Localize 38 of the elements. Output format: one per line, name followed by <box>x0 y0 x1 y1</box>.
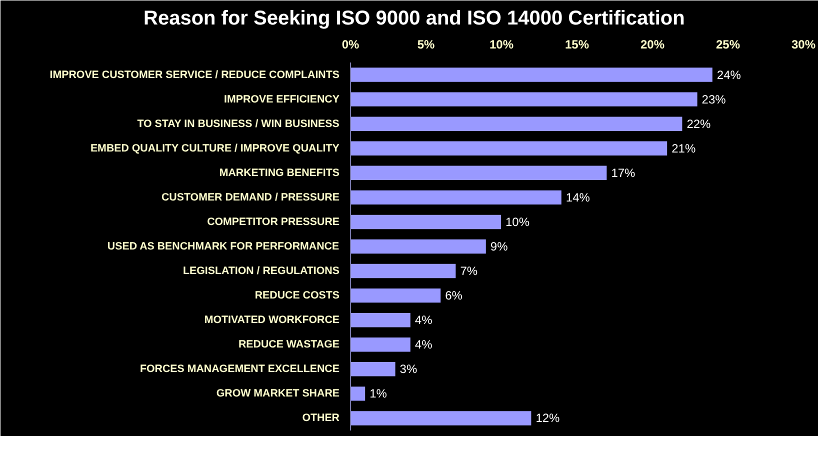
data-label: 1% <box>370 386 388 401</box>
y-tick-label: FORCES MANAGEMENT EXCELLENCE <box>140 363 340 376</box>
y-tick-label: EMBED QUALITY CULTURE / IMPROVE QUALITY <box>90 142 340 154</box>
y-tick-label: LEGISLATION / REGULATIONS <box>183 265 340 278</box>
data-label: 9% <box>490 240 508 254</box>
data-label: 4% <box>414 313 433 328</box>
y-tick-label: MARKETING BENEFITS <box>219 166 340 179</box>
data-label: 7% <box>460 264 478 278</box>
x-tick-label: 30% <box>791 38 816 52</box>
data-label: 22% <box>686 116 712 131</box>
x-tick-label: 20% <box>640 38 665 52</box>
data-label: 6% <box>445 288 463 303</box>
data-label: 17% <box>611 166 636 180</box>
data-label: 24% <box>716 68 742 82</box>
y-tick-label: REDUCE WASTAGE <box>238 338 340 351</box>
data-label: 21% <box>672 141 696 156</box>
y-tick-label: GROW MARKET SHARE <box>216 388 340 400</box>
x-tick-label: 0% <box>342 38 360 52</box>
data-label: 3% <box>400 362 418 376</box>
x-tick-label: 25% <box>716 38 740 52</box>
x-tick-label: 10% <box>489 38 514 52</box>
data-label: 14% <box>566 190 590 204</box>
x-tick-label: 5% <box>417 38 435 52</box>
x-tick-label: 15% <box>564 38 590 52</box>
y-tick-label: TO STAY IN BUSINESS / WIN BUSINESS <box>137 118 340 130</box>
y-tick-label: OTHER <box>302 412 340 424</box>
y-tick-label: IMPROVE CUSTOMER SERVICE / REDUCE COMPLAINTS <box>50 68 340 81</box>
y-tick-label: CUSTOMER DEMAND / PRESSURE <box>161 191 340 204</box>
data-label: 10% <box>506 214 530 229</box>
chart-title: Reason for Seeking ISO 9000 and ISO 14000 Certification <box>144 8 685 30</box>
y-tick-label: MOTIVATED WORKFORCE <box>204 314 340 326</box>
data-label: 23% <box>702 92 726 106</box>
data-label: 4% <box>414 338 433 352</box>
y-tick-label: REDUCE COSTS <box>254 290 340 302</box>
data-label: 12% <box>536 411 560 426</box>
y-tick-label: USED AS BENCHMARK FOR PERFORMANCE <box>107 240 340 252</box>
y-tick-label: IMPROVE EFFICIENCY <box>224 93 340 106</box>
y-tick-label: COMPETITOR PRESSURE <box>207 216 340 228</box>
